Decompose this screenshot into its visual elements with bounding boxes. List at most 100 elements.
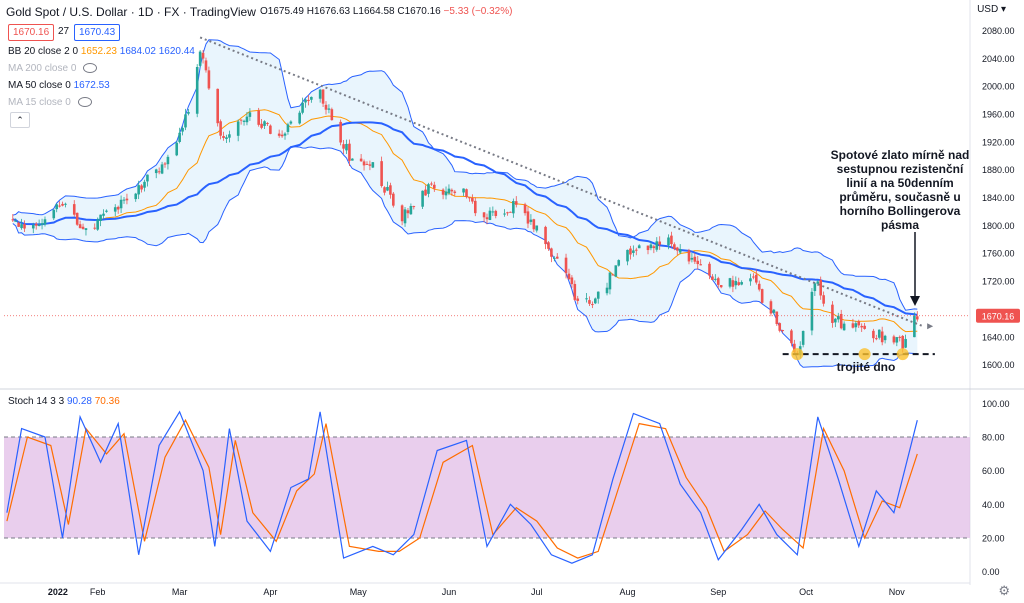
indicator-bb-basis: 1652.23	[80, 46, 117, 57]
candles-group	[11, 50, 919, 359]
candle-body	[225, 137, 228, 140]
candle-body	[646, 245, 650, 251]
bollinger-lower-line	[12, 145, 918, 368]
indicator-bb-label: BB 20 close 2 0	[8, 46, 79, 57]
candle-body	[310, 96, 313, 100]
eye-hidden-icon[interactable]	[77, 97, 92, 108]
candle-body	[535, 225, 539, 231]
candle-body	[17, 222, 20, 227]
candle-body	[658, 241, 662, 245]
candle-body	[222, 136, 225, 139]
candle-body	[304, 99, 307, 103]
stoch-d-value: 70.36	[94, 396, 120, 407]
indicator-ma15[interactable]: MA 15 close 0	[8, 97, 92, 108]
candle-body	[769, 301, 773, 314]
candle-body	[441, 189, 445, 195]
gear-icon[interactable]: ⚙	[998, 583, 1010, 598]
price-tick-label: 1840.00	[982, 193, 1015, 203]
price-tick-label: 1800.00	[982, 221, 1015, 231]
indicator-bb[interactable]: BB 20 close 2 0 1652.23 1684.02 1620.44	[8, 46, 195, 57]
indicator-ma200[interactable]: MA 200 close 0	[8, 63, 98, 74]
candle-body	[863, 325, 866, 329]
bollinger-basis-line	[12, 109, 918, 333]
candle-body	[813, 283, 817, 292]
candle-body	[96, 219, 99, 230]
time-tick-label: 2022	[48, 587, 68, 597]
candle-body	[895, 337, 899, 343]
candle-body	[447, 188, 451, 194]
last-price-tag	[976, 308, 1020, 323]
time-tick-label: Nov	[889, 587, 906, 597]
indicator-ma200-label: MA 200 close 0	[8, 63, 77, 74]
stoch-legend[interactable]: Stoch 14 3 3 90.28 70.36	[8, 396, 120, 407]
candle-body	[160, 164, 164, 174]
candle-body	[105, 210, 108, 212]
candle-body	[714, 278, 717, 280]
candle-body	[137, 185, 140, 195]
indicator-bb-upper: 1684.02	[119, 46, 156, 57]
candle-body	[433, 184, 436, 189]
candle-body	[406, 210, 410, 214]
candle-body	[324, 104, 328, 110]
candle-body	[880, 331, 884, 343]
candle-body	[239, 119, 243, 121]
candle-body	[473, 200, 477, 214]
candle-body	[596, 291, 600, 299]
candle-body	[576, 298, 580, 301]
candle-body	[693, 256, 697, 262]
bid-price-button[interactable]: 1670.16	[8, 24, 55, 41]
candle-body	[52, 209, 56, 219]
price-tick-label: 2000.00	[982, 82, 1015, 92]
candle-body	[81, 226, 85, 229]
candle-body	[392, 193, 395, 206]
candle-body	[195, 66, 199, 114]
candle-body	[711, 276, 714, 280]
candle-body	[772, 309, 776, 313]
candle-body	[901, 335, 904, 349]
ask-price-button[interactable]: 1670.43	[74, 24, 121, 41]
candle-body	[58, 205, 61, 207]
currency-selector[interactable]: USD ▾	[977, 4, 1006, 15]
candle-body	[652, 246, 656, 249]
candle-body	[544, 226, 547, 245]
candle-body	[749, 278, 752, 282]
indicator-ma50[interactable]: MA 50 close 0 1672.53	[8, 80, 110, 91]
candle-body	[286, 124, 290, 132]
candle-body	[403, 209, 407, 224]
stoch-tick-label: 80.00	[982, 433, 1005, 443]
candle-body	[119, 199, 123, 209]
time-tick-label: May	[350, 587, 368, 597]
candle-body	[116, 206, 120, 210]
candle-body	[611, 274, 615, 276]
candle-body	[816, 281, 820, 284]
eye-hidden-icon[interactable]	[83, 63, 98, 74]
collapse-indicators-icon[interactable]: ⌃	[10, 112, 30, 128]
price-tick-label: 1960.00	[982, 109, 1015, 119]
candle-body	[260, 123, 263, 128]
candle-body	[453, 191, 457, 193]
candle-body	[61, 203, 64, 206]
candle-body	[512, 201, 515, 214]
time-tick-label: Aug	[620, 587, 636, 597]
candle-body	[555, 256, 559, 259]
candle-body	[696, 260, 700, 265]
candle-body	[462, 188, 465, 193]
bollinger-band-fill	[12, 39, 918, 368]
candle-body	[839, 313, 843, 329]
candle-body	[506, 212, 509, 214]
candle-body	[23, 224, 26, 229]
candle-body	[298, 112, 301, 124]
candle-body	[708, 263, 711, 276]
candle-body	[280, 134, 284, 137]
price-tick-label: 1640.00	[982, 332, 1015, 342]
candle-body	[430, 183, 433, 185]
candle-body	[687, 250, 691, 262]
time-tick-label: Jul	[531, 587, 543, 597]
stoch-d-line	[6, 418, 918, 559]
stoch-tick-label: 0.00	[982, 567, 1000, 577]
candle-body	[301, 102, 304, 113]
candle-body	[122, 199, 126, 201]
candle-body	[503, 213, 506, 215]
candle-body	[605, 287, 609, 294]
